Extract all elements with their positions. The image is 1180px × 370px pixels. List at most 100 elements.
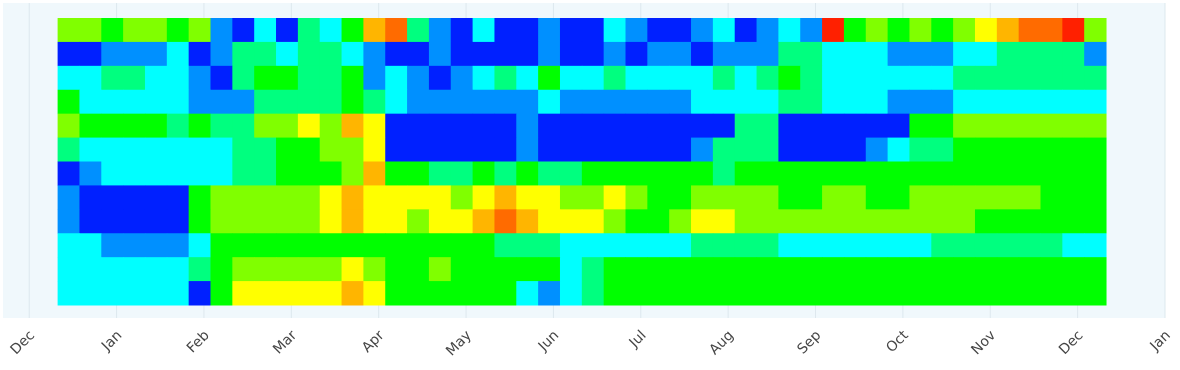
heatmap-cell — [166, 185, 190, 210]
heatmap-cell — [822, 113, 845, 139]
heatmap-cell — [647, 41, 670, 67]
heatmap-cell — [887, 281, 910, 306]
heatmap-cell — [603, 18, 626, 43]
heatmap-cell — [996, 18, 1020, 43]
heatmap-cell — [822, 281, 845, 306]
heatmap-cell — [1018, 89, 1041, 115]
heatmap-cell — [800, 161, 823, 186]
heatmap-cell — [887, 18, 910, 43]
heatmap-cell — [909, 209, 932, 234]
heatmap-cell — [865, 257, 889, 282]
heatmap-cell — [123, 161, 146, 186]
heatmap-cell — [691, 281, 714, 306]
heatmap-cell — [341, 233, 364, 258]
heatmap-cell — [647, 113, 670, 139]
heatmap-cell — [538, 233, 561, 258]
heatmap-cell — [996, 41, 1020, 67]
heatmap-cell — [647, 65, 670, 91]
heatmap-cell — [450, 233, 474, 258]
heatmap-cell — [647, 185, 670, 210]
heatmap-cell — [953, 89, 976, 115]
heatmap-cell — [407, 161, 430, 186]
heatmap-cell — [581, 89, 605, 115]
heatmap-cell — [1062, 185, 1085, 210]
heatmap-cell — [581, 257, 605, 282]
heatmap-cell — [101, 18, 124, 43]
heatmap-cell — [734, 113, 758, 139]
heatmap-cell — [756, 185, 779, 210]
heatmap-cell — [1018, 161, 1041, 186]
heatmap-cell — [407, 113, 430, 139]
heatmap-cell — [494, 137, 517, 162]
heatmap-cell — [341, 18, 364, 43]
heatmap-cell — [363, 233, 386, 258]
heatmap-cell — [57, 65, 80, 91]
x-tick-label: Aug — [706, 328, 737, 359]
heatmap-cell — [843, 161, 867, 186]
heatmap-cell — [756, 18, 779, 43]
heatmap-cell — [603, 233, 626, 258]
heatmap-cell — [297, 113, 321, 139]
heatmap-cell — [1040, 65, 1063, 91]
heatmap-cell — [865, 209, 889, 234]
heatmap-cell — [516, 161, 539, 186]
heatmap-cell — [1084, 209, 1107, 234]
heatmap-cell — [494, 41, 517, 67]
heatmap-cell — [276, 18, 299, 43]
heatmap-cell — [144, 281, 168, 306]
heatmap-cell — [57, 41, 80, 67]
heatmap-cell — [822, 209, 845, 234]
heatmap-cell — [778, 113, 801, 139]
heatmap-cell — [734, 89, 758, 115]
heatmap-cell — [691, 65, 714, 91]
heatmap-cell — [79, 185, 102, 210]
x-tick-label: Dec — [1056, 328, 1086, 358]
heatmap-cell — [712, 161, 736, 186]
heatmap-cell — [581, 209, 605, 234]
heatmap-cell — [691, 89, 714, 115]
heatmap-cell — [1084, 137, 1107, 162]
heatmap-cell — [123, 257, 146, 282]
heatmap-cell — [800, 18, 823, 43]
heatmap-cell — [647, 257, 670, 282]
heatmap-cell — [79, 89, 102, 115]
heatmap-cell — [276, 89, 299, 115]
heatmap-cell — [363, 161, 386, 186]
heatmap-cell — [516, 185, 539, 210]
heatmap-cell — [144, 65, 168, 91]
heatmap-cell — [516, 89, 539, 115]
heatmap-cell — [57, 89, 80, 115]
heatmap-cell — [428, 65, 452, 91]
heatmap-cell — [341, 185, 364, 210]
heatmap-cell — [822, 257, 845, 282]
heatmap-cell — [581, 113, 605, 139]
heatmap-cell — [1062, 65, 1085, 91]
heatmap-cell — [516, 209, 539, 234]
heatmap-cell — [297, 41, 321, 67]
heatmap-cell — [734, 65, 758, 91]
heatmap-cell — [101, 41, 124, 67]
heatmap-cell — [865, 41, 889, 67]
heatmap-cell — [625, 18, 648, 43]
heatmap-cell — [559, 41, 583, 67]
heatmap-cell — [57, 161, 80, 186]
heatmap-cell — [79, 281, 102, 306]
heatmap-cell — [210, 233, 233, 258]
heatmap-cell — [79, 18, 102, 43]
heatmap-cell — [363, 89, 386, 115]
heatmap-cell — [931, 89, 954, 115]
heatmap-cell — [1040, 257, 1063, 282]
heatmap-cell — [1084, 65, 1107, 91]
heatmap-cell — [57, 281, 80, 306]
heatmap-cell — [123, 185, 146, 210]
heatmap-cell — [887, 41, 910, 67]
heatmap-cell — [603, 209, 626, 234]
heatmap-cell — [472, 209, 495, 234]
heatmap-cell — [232, 65, 255, 91]
heatmap-cell — [385, 233, 408, 258]
x-tick-label: Feb — [184, 327, 213, 356]
heatmap-cell — [254, 161, 277, 186]
heatmap-cell — [232, 137, 255, 162]
heatmap-cell — [538, 185, 561, 210]
heatmap-cell — [691, 18, 714, 43]
